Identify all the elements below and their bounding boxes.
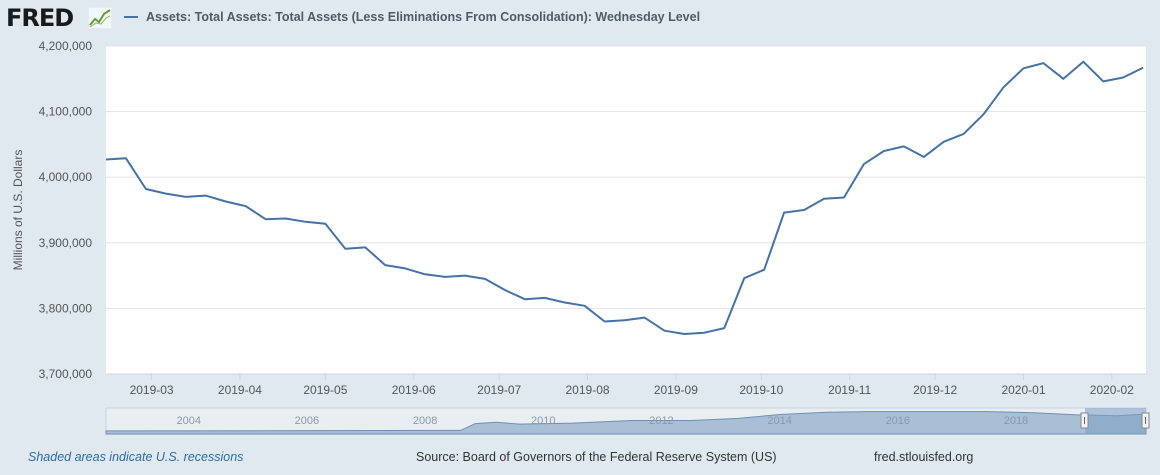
data-point [264, 218, 267, 221]
data-point [902, 145, 905, 148]
navigator[interactable]: 2004 2006 2008 2010 2012 2014 2016 2018 [105, 407, 1150, 435]
data-point [922, 155, 925, 158]
data-point [105, 158, 108, 161]
x-tick-label: 2019-03 [130, 383, 174, 397]
data-point [144, 188, 147, 191]
navigator-tick-label: 2018 [1004, 415, 1028, 427]
data-point [204, 194, 207, 197]
navigator-tick-label: 2006 [295, 415, 319, 427]
navigator-tick-label: 2010 [531, 415, 555, 427]
data-point [962, 132, 965, 135]
site-link[interactable]: fred.stlouisfed.org [874, 450, 974, 464]
data-point [424, 273, 427, 276]
data-point [623, 319, 626, 322]
x-tick-label: 2019-10 [739, 383, 783, 397]
data-point [663, 329, 666, 332]
data-point [164, 192, 167, 195]
data-point [384, 264, 387, 267]
navigator-tick-label: 2014 [767, 415, 791, 427]
chart-header: FRED Assets: Total Assets: Total Assets … [0, 0, 1160, 36]
x-tick-label: 2019-07 [477, 383, 521, 397]
legend-label: Assets: Total Assets: Total Assets (Less… [146, 10, 701, 24]
data-point [942, 140, 945, 143]
data-point [843, 196, 846, 199]
y-axis: 3,700,000 3,800,000 3,900,000 4,000,000 4,10… [39, 39, 93, 381]
data-point [583, 304, 586, 307]
x-tick-label: 2019-08 [566, 383, 610, 397]
legend-item[interactable]: Assets: Total Assets: Total Assets (Less… [124, 10, 700, 24]
data-point [823, 197, 826, 200]
data-point [603, 320, 606, 323]
data-point [244, 205, 247, 208]
navigator-tick-label: 2008 [413, 415, 437, 427]
data-point [563, 301, 566, 304]
navigator-selection[interactable] [1085, 408, 1146, 434]
data-point [882, 150, 885, 153]
navigator-x-axis: 2004 2006 2008 2010 2012 2014 2016 2018 [176, 415, 1028, 427]
data-point [1122, 76, 1125, 79]
data-point [982, 113, 985, 116]
x-tick-label: 2020-01 [1001, 383, 1045, 397]
y-tick-label: 3,700,000 [39, 367, 93, 381]
data-point [703, 331, 706, 334]
data-point [763, 268, 766, 271]
x-tick-label: 2019-06 [392, 383, 436, 397]
y-tick-label: 3,900,000 [39, 236, 93, 250]
x-tick-label: 2020-02 [1090, 383, 1134, 397]
x-tick-label: 2019-09 [654, 383, 698, 397]
x-tick-label: 2019-05 [303, 383, 347, 397]
data-point [523, 298, 526, 301]
data-point [1022, 67, 1025, 70]
data-point [503, 289, 506, 292]
data-point [304, 220, 307, 223]
data-point [1102, 80, 1105, 83]
data-point [324, 222, 327, 225]
fred-logo[interactable]: FRED [6, 4, 74, 32]
x-tick-label: 2019-12 [913, 383, 957, 397]
data-point [783, 211, 786, 214]
data-point [643, 316, 646, 319]
data-point [184, 195, 187, 198]
x-tick-label: 2019-11 [828, 383, 871, 397]
y-tick-label: 4,100,000 [39, 105, 93, 119]
data-point [464, 274, 467, 277]
data-point [284, 217, 287, 220]
source-note: Source: Board of Governors of the Federa… [416, 450, 777, 464]
data-point [444, 275, 447, 278]
data-point [683, 333, 686, 336]
data-point [723, 327, 726, 330]
data-point [1082, 60, 1085, 63]
y-tick-label: 3,800,000 [39, 301, 93, 315]
navigator-tick-label: 2004 [176, 415, 200, 427]
data-point [344, 247, 347, 250]
data-point [1062, 77, 1065, 80]
data-point [1002, 86, 1005, 89]
x-tick-label: 2019-04 [218, 383, 262, 397]
data-point [484, 277, 487, 280]
y-tick-label: 4,000,000 [39, 170, 93, 184]
plot-area [106, 46, 1146, 374]
data-point [543, 296, 546, 299]
data-point [862, 163, 865, 166]
data-point [1042, 62, 1045, 65]
legend-swatch [124, 16, 138, 18]
y-tick-label: 4,200,000 [39, 39, 93, 53]
series-line[interactable] [105, 60, 1144, 335]
data-point [743, 277, 746, 280]
data-point [404, 267, 407, 270]
data-point [124, 157, 127, 160]
y-axis-title: Millions of U.S. Dollars [11, 150, 25, 271]
data-point [224, 200, 227, 203]
navigator-tick-label: 2016 [886, 415, 910, 427]
data-point [364, 246, 367, 249]
line-chart-icon [88, 7, 112, 29]
data-point [1142, 66, 1145, 69]
line-chart: 3,700,000 3,800,000 3,900,000 4,000,000 4,10… [11, 39, 1150, 435]
recession-note-link[interactable]: Shaded areas indicate U.S. recessions [28, 450, 244, 464]
x-axis: 2019-03 2019-04 2019-05 2019-06 2019-07 2019-… [106, 373, 1146, 397]
navigator-tick-label: 2012 [649, 415, 673, 427]
data-point [803, 209, 806, 212]
